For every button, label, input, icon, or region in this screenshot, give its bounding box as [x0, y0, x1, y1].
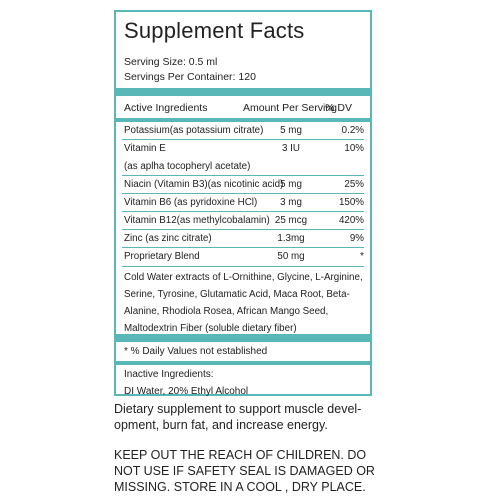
- nutrient-amount: 50 mg: [277, 251, 305, 262]
- nutrient-name: (as aplha tocopheryl acetate): [124, 161, 251, 172]
- row-divider: [122, 229, 364, 230]
- nutrient-name: Niacin (Vitamin B3)(as nicotinic acid): [124, 179, 284, 190]
- nutrient-amount: 25 mcg: [274, 215, 308, 226]
- nutrient-amount: 5 mg: [280, 179, 302, 190]
- serving-size: Serving Size: 0.5 ml: [124, 56, 218, 68]
- nutrient-name: Potassium(as potassium citrate): [124, 125, 264, 136]
- blend-description: Cold Water extracts of L-Ornithine, Glyc…: [124, 272, 363, 334]
- dv-note: * % Daily Values not established: [124, 346, 268, 357]
- nutrient-dv: 25%: [344, 179, 364, 190]
- row-divider: [122, 211, 364, 212]
- inactive-value: DI Water, 20% Ethyl Alcohol: [124, 386, 249, 397]
- nutrient-name: Zinc (as zinc citrate): [124, 233, 212, 244]
- nutrient-name: Vitamin B12(as methylcobalamin): [124, 215, 270, 226]
- nutrient-name: Proprietary Blend: [124, 251, 200, 262]
- row-divider: [122, 247, 364, 248]
- row-divider: [122, 175, 364, 176]
- nutrient-row: Potassium(as potassium citrate) 5 mg 0.2…: [116, 122, 370, 140]
- header-amount: Amount Per Serving: [243, 102, 337, 114]
- nutrient-row: Proprietary Blend 50 mg *: [116, 248, 370, 266]
- row-divider: [122, 139, 364, 140]
- nutrient-row: Vitamin B12(as methylcobalamin) 25 mcg 4…: [116, 212, 370, 230]
- thick-divider-bottom: [116, 334, 370, 342]
- row-divider: [122, 266, 364, 267]
- nutrient-amount: 3 IU: [282, 143, 300, 154]
- nutrient-row: Vitamin E 3 IU 10%: [116, 140, 370, 158]
- nutrient-row: Vitamin B6 (as pyridoxine HCl) 3 mg 150%: [116, 194, 370, 212]
- nutrient-row: Zinc (as zinc citrate) 1.3mg 9%: [116, 230, 370, 248]
- inactive-label: Inactive Ingredients:: [124, 369, 214, 380]
- servings-per-container: Servings Per Container: 120: [124, 71, 256, 83]
- product-description: Dietary supplement to support muscle dev…: [114, 402, 362, 432]
- nutrient-row: (as aplha tocopheryl acetate): [116, 158, 370, 176]
- note-divider: [116, 361, 370, 365]
- warning-text: KEEP OUT THE REACH OF CHILDREN. DO NOT U…: [114, 448, 375, 494]
- header-ingredients: Active Ingredients: [124, 102, 208, 114]
- nutrient-amount: 5 mg: [280, 125, 302, 136]
- nutrient-row: Niacin (Vitamin B3)(as nicotinic acid) 5…: [116, 176, 370, 194]
- header-divider: [116, 118, 370, 122]
- nutrient-dv: 420%: [338, 215, 364, 226]
- row-divider: [122, 193, 364, 194]
- nutrient-dv: 10%: [344, 143, 364, 154]
- supplement-facts-panel: Supplement Facts Serving Size: 0.5 ml Se…: [114, 10, 372, 397]
- thick-divider-top: [116, 88, 370, 96]
- nutrient-dv: 9%: [349, 233, 364, 244]
- nutrient-dv: 150%: [338, 197, 364, 208]
- nutrient-dv: 0.2%: [341, 125, 364, 136]
- header-dv: % DV: [325, 102, 352, 114]
- nutrient-name: Vitamin B6 (as pyridoxine HCl): [124, 197, 258, 208]
- nutrient-dv: *: [360, 251, 364, 262]
- nutrient-name: Vitamin E: [124, 143, 166, 154]
- panel-title: Supplement Facts: [124, 18, 305, 43]
- nutrient-amount: 1.3mg: [277, 233, 305, 244]
- nutrient-amount: 3 mg: [280, 197, 302, 208]
